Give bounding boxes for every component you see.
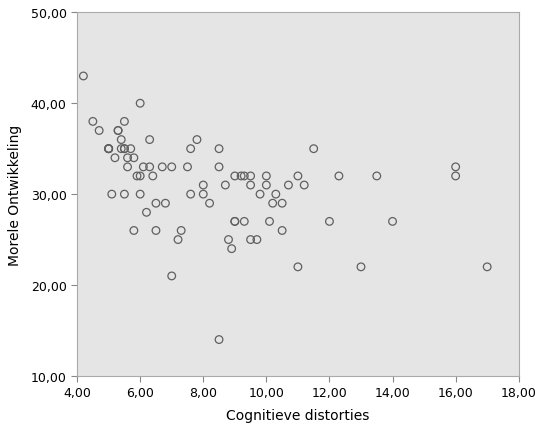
Point	[117, 137, 125, 144]
X-axis label: Cognitieve distorties: Cognitieve distorties	[226, 408, 370, 422]
Point	[132, 173, 141, 180]
Point	[148, 173, 157, 180]
Point	[120, 146, 129, 153]
Point	[174, 237, 183, 243]
Point	[294, 264, 302, 270]
Point	[231, 218, 239, 225]
Point	[120, 191, 129, 198]
Point	[186, 146, 195, 153]
Point	[265, 218, 274, 225]
Point	[246, 237, 255, 243]
Point	[205, 200, 214, 207]
Point	[231, 218, 239, 225]
Point	[246, 173, 255, 180]
Point	[104, 146, 113, 153]
Point	[130, 227, 138, 234]
Point	[271, 191, 280, 198]
Point	[224, 237, 233, 243]
Point	[142, 209, 151, 216]
Point	[139, 164, 148, 171]
Point	[240, 218, 249, 225]
Point	[240, 173, 249, 180]
Point	[136, 173, 144, 180]
Point	[136, 191, 144, 198]
Point	[183, 164, 192, 171]
Point	[120, 146, 129, 153]
Point	[136, 101, 144, 108]
Point	[114, 128, 123, 135]
Point	[262, 182, 271, 189]
Point	[123, 155, 132, 162]
Point	[252, 237, 261, 243]
Point	[335, 173, 343, 180]
Point	[356, 264, 365, 270]
Point	[483, 264, 492, 270]
Point	[167, 164, 176, 171]
Point	[451, 164, 460, 171]
Point	[325, 218, 334, 225]
Point	[192, 137, 201, 144]
Point	[284, 182, 293, 189]
Point	[237, 173, 245, 180]
Point	[130, 155, 138, 162]
Point	[117, 146, 125, 153]
Point	[372, 173, 381, 180]
Point	[227, 246, 236, 252]
Point	[278, 227, 287, 234]
Point	[262, 173, 271, 180]
Point	[215, 336, 223, 343]
Point	[199, 182, 208, 189]
Point	[268, 200, 277, 207]
Point	[167, 273, 176, 280]
Point	[310, 146, 318, 153]
Point	[186, 191, 195, 198]
Point	[294, 173, 302, 180]
Y-axis label: Morele Ontwikkeling: Morele Ontwikkeling	[8, 124, 22, 265]
Point	[146, 137, 154, 144]
Point	[161, 200, 170, 207]
Point	[104, 146, 113, 153]
Point	[158, 164, 167, 171]
Point	[231, 173, 239, 180]
Point	[199, 191, 208, 198]
Point	[95, 128, 104, 135]
Point	[126, 146, 135, 153]
Point	[152, 227, 160, 234]
Point	[146, 164, 154, 171]
Point	[107, 191, 116, 198]
Point	[388, 218, 397, 225]
Point	[88, 119, 97, 126]
Point	[451, 173, 460, 180]
Point	[215, 164, 223, 171]
Point	[246, 182, 255, 189]
Point	[79, 74, 88, 80]
Point	[104, 146, 113, 153]
Point	[215, 146, 223, 153]
Point	[256, 191, 264, 198]
Point	[120, 119, 129, 126]
Point	[278, 200, 287, 207]
Point	[300, 182, 308, 189]
Point	[111, 155, 119, 162]
Point	[114, 128, 123, 135]
Point	[152, 200, 160, 207]
Point	[177, 227, 185, 234]
Point	[104, 146, 113, 153]
Point	[221, 182, 229, 189]
Point	[123, 164, 132, 171]
